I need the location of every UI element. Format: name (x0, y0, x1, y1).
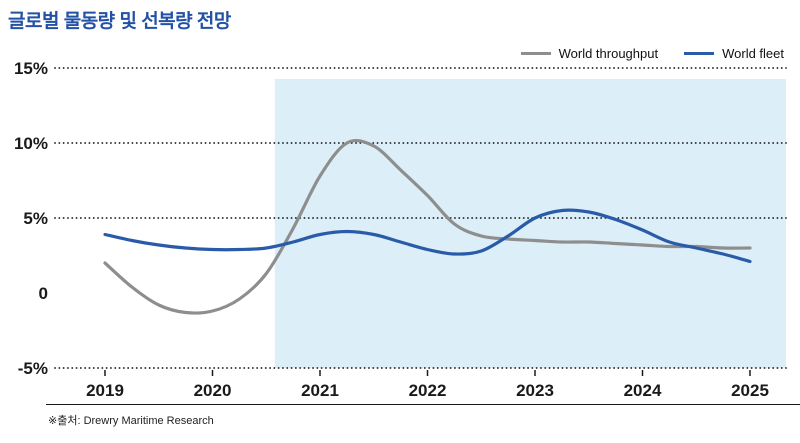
x-axis-label-2021: 2021 (301, 381, 339, 400)
y-axis-label-0: 0 (39, 284, 48, 303)
x-axis-label-2022: 2022 (409, 381, 447, 400)
series-line-world-fleet (103, 208, 752, 264)
x-axis-label-2020: 2020 (194, 381, 232, 400)
legend-label-world-fleet: World fleet (722, 46, 784, 61)
legend-swatch-world-fleet-icon (684, 52, 715, 55)
y-axis-label-5%: 5% (23, 209, 48, 228)
x-axis-label-2019: 2019 (86, 381, 124, 400)
footer-divider (46, 404, 800, 405)
series-line-world-throughput (103, 138, 752, 315)
x-axis-label-2025: 2025 (731, 381, 769, 400)
legend-item-world-throughput: World throughput (520, 46, 659, 61)
forecast-region (274, 79, 786, 368)
source-note: ※출처: Drewry Maritime Research (48, 415, 214, 427)
y-axis-label-15%: 15% (14, 59, 48, 78)
legend-swatch-world-throughput-icon (520, 52, 551, 55)
legend-item-world-fleet: World fleet (684, 46, 784, 61)
x-axis-label-2024: 2024 (624, 381, 662, 400)
chart-legend: World throughput World fleet (520, 46, 784, 61)
legend-label-world-throughput: World throughput (558, 46, 659, 61)
page-title: 글로벌 물동량 및 선복량 전망 (8, 11, 231, 32)
x-axis-label-2023: 2023 (516, 381, 554, 400)
y-axis-label-10%: 10% (14, 134, 48, 153)
y-axis-label--5%: -5% (18, 359, 48, 378)
